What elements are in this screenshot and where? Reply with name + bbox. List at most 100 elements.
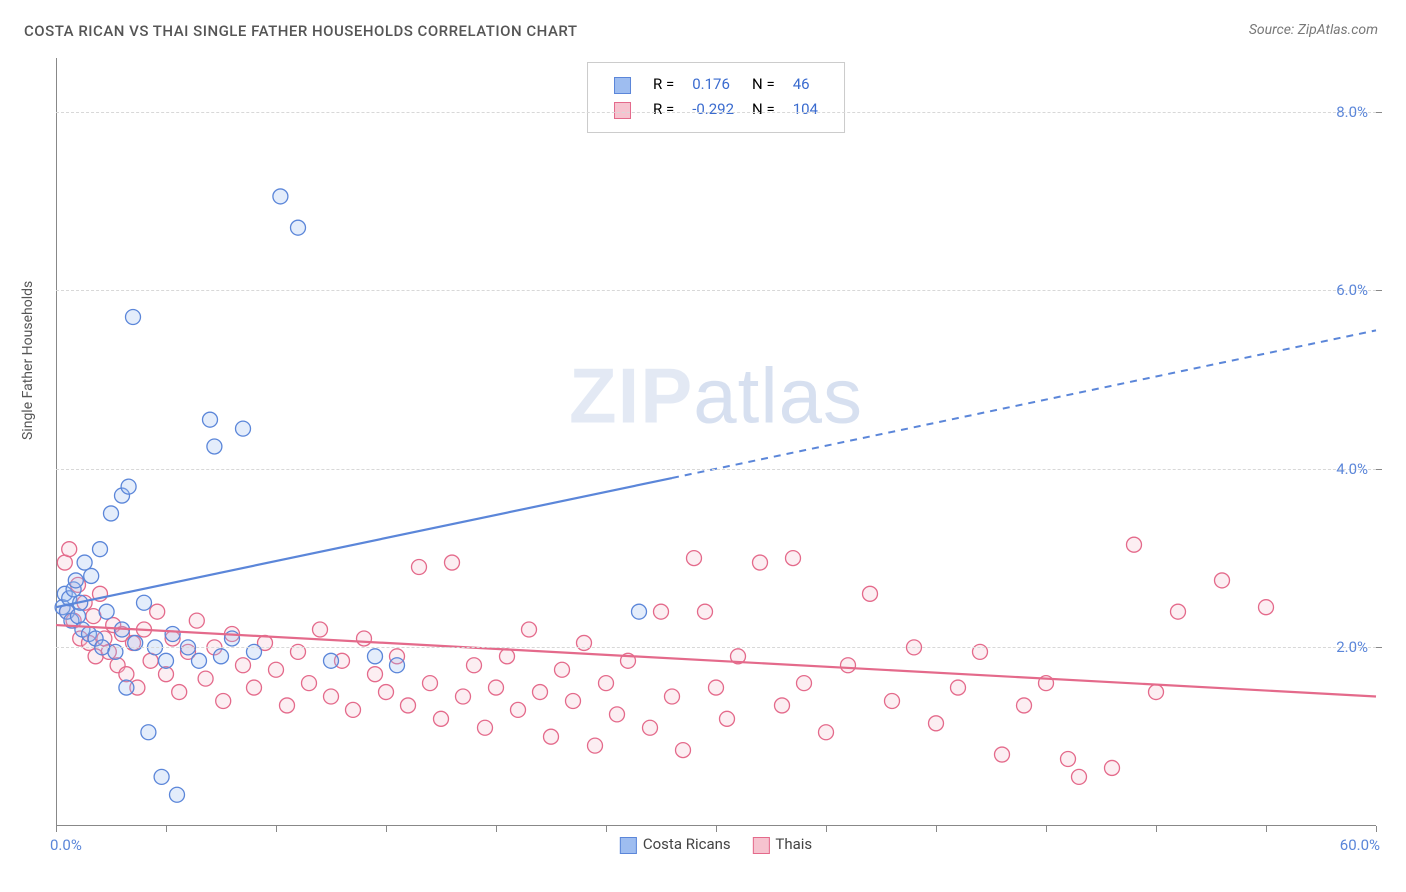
- data-point: [346, 702, 361, 717]
- x-tick-mark: [1046, 826, 1047, 832]
- legend-swatch-costa-ricans: [620, 837, 637, 854]
- data-point: [522, 622, 537, 637]
- data-point: [676, 743, 691, 758]
- legend-series: Costa Ricans Thais: [620, 835, 812, 854]
- data-point: [141, 725, 156, 740]
- data-point: [143, 653, 158, 668]
- x-tick-mark: [716, 826, 717, 832]
- data-point: [57, 555, 72, 570]
- data-point: [456, 689, 471, 704]
- data-point: [154, 769, 169, 784]
- x-tick-mark: [1156, 826, 1157, 832]
- data-point: [368, 667, 383, 682]
- data-point: [172, 685, 187, 700]
- data-point: [775, 698, 790, 713]
- data-point: [1171, 604, 1186, 619]
- data-point: [126, 309, 141, 324]
- trend-line: [56, 478, 672, 607]
- data-point: [216, 693, 231, 708]
- data-point: [995, 747, 1010, 762]
- data-point: [467, 658, 482, 673]
- data-point: [77, 555, 92, 570]
- data-point: [170, 787, 185, 802]
- x-tick-mark: [826, 826, 827, 832]
- legend-swatch-costa-ricans: [614, 77, 631, 94]
- x-tick-mark: [166, 826, 167, 832]
- data-point: [273, 189, 288, 204]
- data-point: [478, 720, 493, 735]
- data-point: [720, 711, 735, 726]
- data-point: [198, 671, 213, 686]
- data-point: [632, 604, 647, 619]
- data-point: [489, 680, 504, 695]
- data-point: [236, 421, 251, 436]
- data-point: [445, 555, 460, 570]
- data-point: [709, 680, 724, 695]
- data-point: [1017, 698, 1032, 713]
- data-point: [1149, 685, 1164, 700]
- data-point: [93, 542, 108, 557]
- data-point: [687, 551, 702, 566]
- data-point: [71, 609, 86, 624]
- data-point: [951, 680, 966, 695]
- data-point: [544, 729, 559, 744]
- data-point: [423, 676, 438, 691]
- x-tick-mark: [606, 826, 607, 832]
- data-point: [379, 685, 394, 700]
- x-tick-mark: [936, 826, 937, 832]
- y-tick-mark: [1376, 469, 1382, 470]
- legend-stats-row: R = 0.176 N = 46: [606, 73, 826, 96]
- data-point: [1061, 752, 1076, 767]
- y-tick-label: 4.0%: [1336, 460, 1368, 478]
- data-point: [165, 627, 180, 642]
- data-point: [863, 586, 878, 601]
- data-point: [566, 693, 581, 708]
- data-point: [643, 720, 658, 735]
- data-point: [599, 676, 614, 691]
- data-point: [434, 711, 449, 726]
- grid-line: [56, 647, 1376, 648]
- x-tick-max: 60.0%: [1340, 836, 1380, 854]
- data-point: [189, 613, 204, 628]
- data-point: [104, 506, 119, 521]
- data-point: [555, 662, 570, 677]
- grid-line: [56, 469, 1376, 470]
- y-tick-label: 8.0%: [1336, 103, 1368, 121]
- data-point: [68, 573, 83, 588]
- data-point: [207, 439, 222, 454]
- data-point: [1259, 600, 1274, 615]
- data-point: [929, 716, 944, 731]
- data-point: [269, 662, 284, 677]
- data-point: [62, 542, 77, 557]
- data-point: [236, 658, 251, 673]
- x-tick-mark: [1266, 826, 1267, 832]
- data-point: [698, 604, 713, 619]
- x-tick-min: 0.0%: [50, 836, 82, 854]
- data-point: [786, 551, 801, 566]
- data-point: [324, 689, 339, 704]
- trend-line-extrapolated: [672, 330, 1376, 478]
- data-point: [841, 658, 856, 673]
- data-point: [357, 631, 372, 646]
- legend-stats: R = 0.176 N = 46 R = -0.292 N = 104: [587, 62, 845, 133]
- data-point: [1105, 760, 1120, 775]
- legend-stats-row: R = -0.292 N = 104: [606, 98, 826, 121]
- data-point: [654, 604, 669, 619]
- data-point: [588, 738, 603, 753]
- data-point: [753, 555, 768, 570]
- data-point: [192, 653, 207, 668]
- y-tick-label: 6.0%: [1336, 281, 1368, 299]
- data-point: [159, 653, 174, 668]
- grid-line: [56, 112, 1376, 113]
- data-point: [280, 698, 295, 713]
- data-point: [302, 676, 317, 691]
- source-label: Source: ZipAtlas.com: [1249, 22, 1378, 38]
- data-point: [610, 707, 625, 722]
- data-point: [214, 649, 229, 664]
- data-point: [119, 680, 134, 695]
- data-point: [412, 560, 427, 575]
- y-tick-mark: [1376, 647, 1382, 648]
- data-point: [291, 220, 306, 235]
- data-point: [533, 685, 548, 700]
- data-point: [1215, 573, 1230, 588]
